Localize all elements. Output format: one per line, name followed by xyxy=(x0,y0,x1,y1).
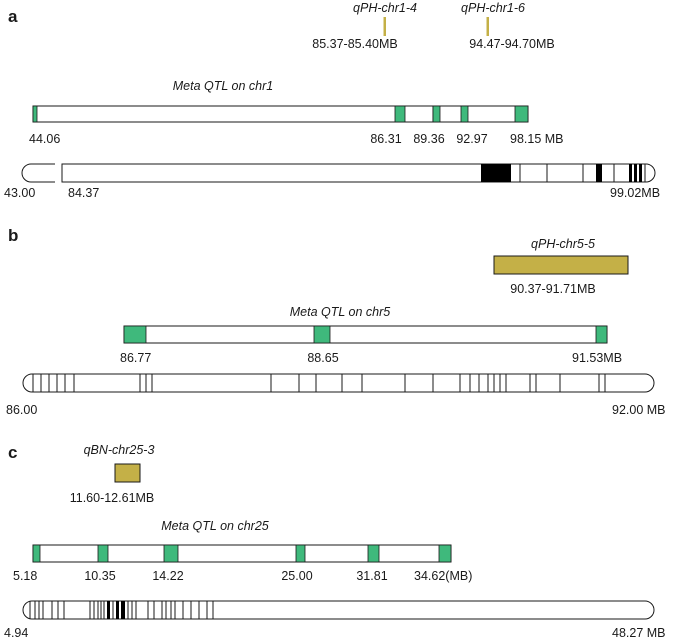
meta-qtl-position: 31.81 xyxy=(356,569,387,583)
meta-qtl-marker xyxy=(367,544,380,563)
chromosome-chr5 xyxy=(22,373,655,393)
chromosome-position: 86.00 xyxy=(6,403,37,417)
meta-qtl-marker xyxy=(460,105,469,123)
chromosome-band xyxy=(596,164,602,182)
panel-c: c qBN-chr25-3 11.60-12.61MB Meta QTL on … xyxy=(4,443,666,640)
qtl-range: 11.60-12.61MB xyxy=(70,491,155,505)
panel-letter-c: c xyxy=(8,443,17,462)
meta-qtl-bar xyxy=(32,105,529,123)
meta-qtl-marker xyxy=(595,325,608,344)
chromosome-band xyxy=(107,601,110,619)
meta-qtl-marker xyxy=(32,105,38,123)
meta-qtl-marker xyxy=(438,544,452,563)
panel-letter-b: b xyxy=(8,226,18,245)
chromosome-chr1 xyxy=(21,163,656,183)
qtl-bar xyxy=(114,463,141,483)
meta-qtl-position: 88.65 xyxy=(307,351,338,365)
meta-qtl-marker xyxy=(163,544,179,563)
meta-qtl-position: 44.06 xyxy=(29,132,60,146)
qtl-name: qPH-chr1-4 xyxy=(353,1,417,15)
meta-qtl-title: Meta QTL on chr25 xyxy=(161,519,269,533)
meta-qtl-title: Meta QTL on chr5 xyxy=(290,305,391,319)
meta-qtl-position: 5.18 xyxy=(13,569,37,583)
chromosome-position: 84.37 xyxy=(68,186,99,200)
chromosome-band xyxy=(639,164,642,182)
qtl-marker xyxy=(383,17,386,36)
meta-qtl-marker xyxy=(97,544,109,563)
qtl-bar xyxy=(493,255,629,275)
meta-qtl-position: 14.22 xyxy=(152,569,183,583)
meta-qtl-position: 34.62(MB) xyxy=(414,569,472,583)
meta-qtl-position: 86.31 xyxy=(370,132,401,146)
meta-qtl-position: 86.77 xyxy=(120,351,151,365)
meta-qtl-position: 91.53MB xyxy=(572,351,622,365)
meta-qtl-marker xyxy=(123,325,147,344)
chromosome-band xyxy=(634,164,637,182)
meta-qtl-position: 89.36 xyxy=(413,132,444,146)
chromosome-band xyxy=(481,164,511,182)
meta-qtl-marker xyxy=(313,325,331,344)
meta-qtl-bar xyxy=(123,325,608,344)
chromosome-chr25 xyxy=(22,600,655,620)
chromosome-position: 92.00 MB xyxy=(612,403,666,417)
qtl-name: qPH-chr1-6 xyxy=(461,1,525,15)
meta-qtl-marker xyxy=(394,105,406,123)
chromosome-position: 43.00 xyxy=(4,186,35,200)
chromosome-band xyxy=(116,601,119,619)
panel-a: a qPH-chr1-4 85.37-85.40MB qPH-chr1-6 94… xyxy=(4,1,660,200)
meta-qtl-position: 92.97 xyxy=(456,132,487,146)
panel-b: b qPH-chr5-5 90.37-91.71MB Meta QTL on c… xyxy=(6,226,666,417)
qtl-name: qBN-chr25-3 xyxy=(84,443,155,457)
chromosome-position: 48.27 MB xyxy=(612,626,666,640)
meta-qtl-title: Meta QTL on chr1 xyxy=(173,79,274,93)
meta-qtl-position: 98.15 MB xyxy=(510,132,564,146)
qtl-marker xyxy=(486,17,489,36)
meta-qtl-position: 10.35 xyxy=(84,569,115,583)
chromosome-band xyxy=(121,601,125,619)
qtl-name: qPH-chr5-5 xyxy=(531,237,595,251)
qtl-range: 90.37-91.71MB xyxy=(510,282,595,296)
meta-qtl-marker xyxy=(295,544,306,563)
meta-qtl-position: 25.00 xyxy=(281,569,312,583)
meta-qtl-marker xyxy=(514,105,529,123)
chromosome-position: 4.94 xyxy=(4,626,28,640)
meta-qtl-marker xyxy=(432,105,441,123)
meta-qtl-marker xyxy=(32,544,41,563)
panel-letter-a: a xyxy=(8,7,18,26)
chromosome-band xyxy=(629,164,632,182)
meta-qtl-bar xyxy=(32,544,452,563)
qtl-range: 85.37-85.40MB xyxy=(312,37,397,51)
chromosome-position: 99.02MB xyxy=(610,186,660,200)
qtl-range: 94.47-94.70MB xyxy=(469,37,554,51)
